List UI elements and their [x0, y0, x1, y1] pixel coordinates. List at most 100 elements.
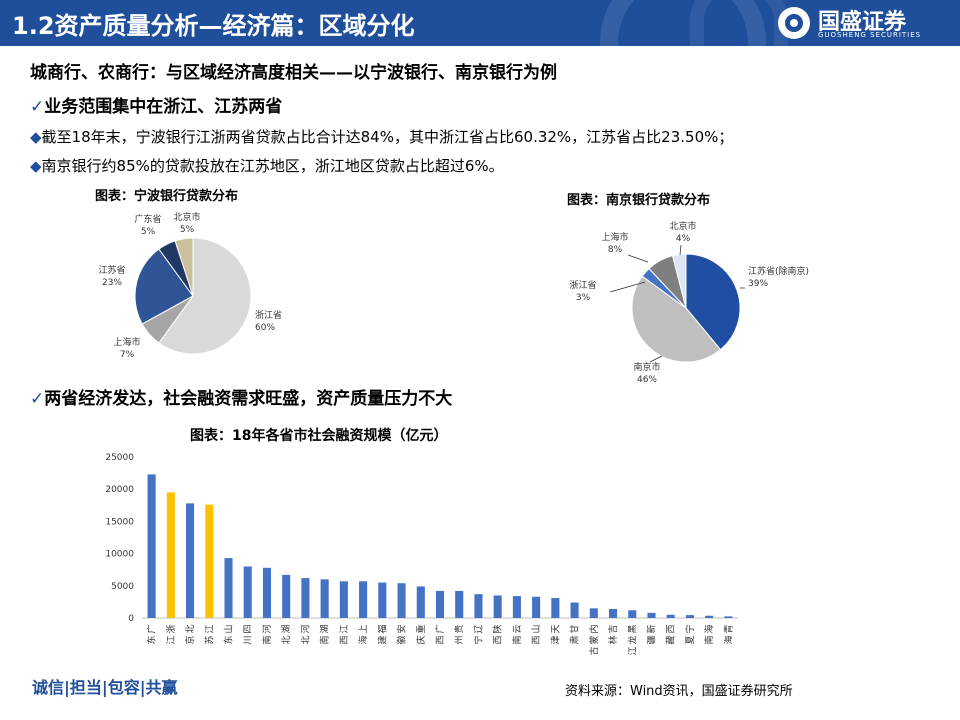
x-tick-label-西藏: 西	[666, 624, 677, 633]
x-tick-label-重庆: 重	[415, 624, 427, 633]
pie2-slice-label-4: 北京市	[669, 220, 696, 232]
x-tick-label-北京: 京	[184, 635, 196, 644]
x-tick-label-宁夏: 宁	[684, 624, 696, 633]
x-tick-label-福建: 福	[376, 624, 388, 633]
x-tick-label-陕西: 西	[493, 635, 504, 644]
pie1-title: 图表：宁波银行贷款分布	[95, 189, 239, 204]
pie1-slice-4	[174, 237, 194, 297]
header-bar: 1.2资产质量分析—经济篇：区域分化 国盛证券 GUOSHENG SECURIT…	[0, 0, 960, 46]
company-logo: 国盛证券 GUOSHENG SECURITIES	[770, 0, 960, 46]
x-tick-label-山西: 山	[531, 624, 542, 633]
x-tick-label-青海: 青	[722, 624, 734, 633]
bullet-2: ◆南京银行约85%的贷款投放在江苏地区，浙江地区贷款占比超过6%。	[30, 155, 504, 176]
pie1-slice-2	[134, 248, 194, 325]
pie1-slice-label-0: 浙江省	[255, 309, 282, 321]
x-tick-label-内蒙古: 内	[588, 624, 600, 633]
x-tick-label-云南: 南	[511, 635, 523, 644]
point-heading-1-text: 业务范围集中在浙江、江苏两省	[44, 97, 283, 117]
pie2-slice-label-2: 浙江省	[569, 279, 596, 291]
x-tick-label-上海: 上	[358, 624, 369, 633]
bar-新疆	[647, 612, 656, 618]
x-tick-label-山东: 山	[224, 624, 235, 633]
pie2-slice-label-0: 江苏省(除南京)	[748, 265, 809, 277]
x-tick-label-内蒙古: 古	[588, 646, 600, 655]
x-tick-label-青海: 海	[722, 635, 734, 644]
bar-广东	[147, 474, 156, 618]
x-tick-label-辽宁: 辽	[473, 624, 484, 633]
x-tick-label-广东: 东	[146, 635, 158, 644]
bar-黑龙江	[628, 610, 637, 618]
x-tick-label-河南: 南	[261, 635, 273, 644]
pie2-slice-0	[685, 253, 741, 351]
bar-河南	[262, 567, 272, 618]
x-tick-label-四川: 四	[244, 624, 254, 633]
bar-云南	[512, 596, 521, 618]
bar-江西	[339, 581, 348, 618]
pie1-slice-label-4: 北京市	[173, 211, 200, 223]
diamond-bullet-icon: ◆	[30, 157, 42, 175]
source-note: 资料来源：Wind资讯，国盛证券研究所	[565, 684, 793, 699]
x-tick-label-山西: 西	[531, 635, 542, 644]
x-tick-label-黑龙江: 黑	[627, 624, 638, 633]
y-tick-label: 20000	[105, 485, 134, 495]
pie1-slice-label-2: 江苏省	[98, 264, 125, 276]
bullet-1: ◆截至18年末，宁波银行江浙两省贷款占比合计达84%，其中浙江省占比60.32%…	[30, 126, 733, 147]
checkmark-icon: ✓	[30, 389, 45, 409]
bar-上海	[359, 581, 368, 618]
x-tick-label-贵州: 州	[454, 635, 465, 644]
bar-海南	[705, 615, 714, 618]
x-tick-label-陕西: 陕	[492, 624, 504, 633]
pie2-slice-1	[631, 275, 722, 363]
pie2-slice-label-3: 上海市	[601, 231, 628, 243]
section-subtitle: 城商行、农商行：与区域经济高度相关——以宁波银行、南京银行为例	[30, 63, 557, 83]
x-tick-label-天津: 津	[550, 635, 561, 644]
bar-河北	[301, 578, 310, 618]
x-tick-label-江西: 西	[339, 635, 350, 644]
bar-甘肃	[570, 602, 579, 618]
pie2-slice-value-2: 3%	[576, 293, 591, 303]
bar-江苏	[205, 504, 214, 618]
x-tick-label-河北: 河	[299, 624, 311, 633]
bar-吉林	[608, 608, 618, 618]
page-title: 1.2资产质量分析—经济篇：区域分化	[12, 12, 415, 40]
bar-chart-title: 图表：18年各省市社会融资规模（亿元）	[190, 428, 448, 444]
bar-贵州	[455, 590, 464, 618]
x-tick-label-海南: 海	[703, 624, 715, 633]
x-tick-label-新疆: 疆	[646, 635, 657, 644]
pie2-leader-line-3	[627, 254, 649, 263]
logo-name: 国盛证券	[818, 10, 907, 35]
x-tick-label-安徽: 徽	[396, 635, 408, 644]
x-tick-label-福建: 建	[376, 635, 388, 644]
pie2-slice-value-0: 39%	[748, 279, 768, 289]
pie1-slice-label-3: 广东省	[134, 213, 161, 225]
logo-icon	[778, 7, 810, 39]
x-tick-label-广西: 广	[434, 624, 446, 633]
pie1-slice-value-1: 7%	[120, 350, 135, 360]
x-tick-label-海南: 南	[703, 635, 715, 644]
x-tick-label-西藏: 藏	[665, 635, 677, 644]
bar-山西	[532, 596, 541, 618]
bar-广西	[435, 590, 445, 618]
pie2-slice-4	[671, 253, 687, 309]
x-tick-label-湖北: 北	[281, 635, 292, 644]
pie1-slice-value-2: 23%	[102, 278, 122, 288]
bar-重庆	[416, 586, 425, 618]
x-tick-label-天津: 天	[551, 624, 561, 633]
pie2-leader-line-1	[649, 355, 663, 363]
pie1-slice-value-3: 5%	[141, 227, 156, 237]
checkmark-icon: ✓	[30, 97, 45, 117]
x-tick-label-吉林: 吉	[608, 624, 619, 633]
x-tick-label-广东: 广	[146, 624, 158, 633]
x-tick-label-四川: 川	[244, 635, 254, 644]
x-tick-label-内蒙古: 蒙	[588, 635, 600, 644]
bar-天津	[551, 598, 560, 618]
x-tick-label-山东: 东	[223, 635, 235, 644]
bullet-1-text: 截至18年末，宁波银行江浙两省贷款占比合计达84%，其中浙江省占比60.32%，…	[41, 128, 734, 146]
x-tick-label-贵州: 贵	[453, 624, 465, 633]
x-tick-label-江苏: 江	[204, 624, 215, 633]
y-tick-label: 15000	[105, 517, 134, 527]
x-tick-label-北京: 北	[185, 624, 196, 633]
bar-辽宁	[474, 594, 483, 618]
